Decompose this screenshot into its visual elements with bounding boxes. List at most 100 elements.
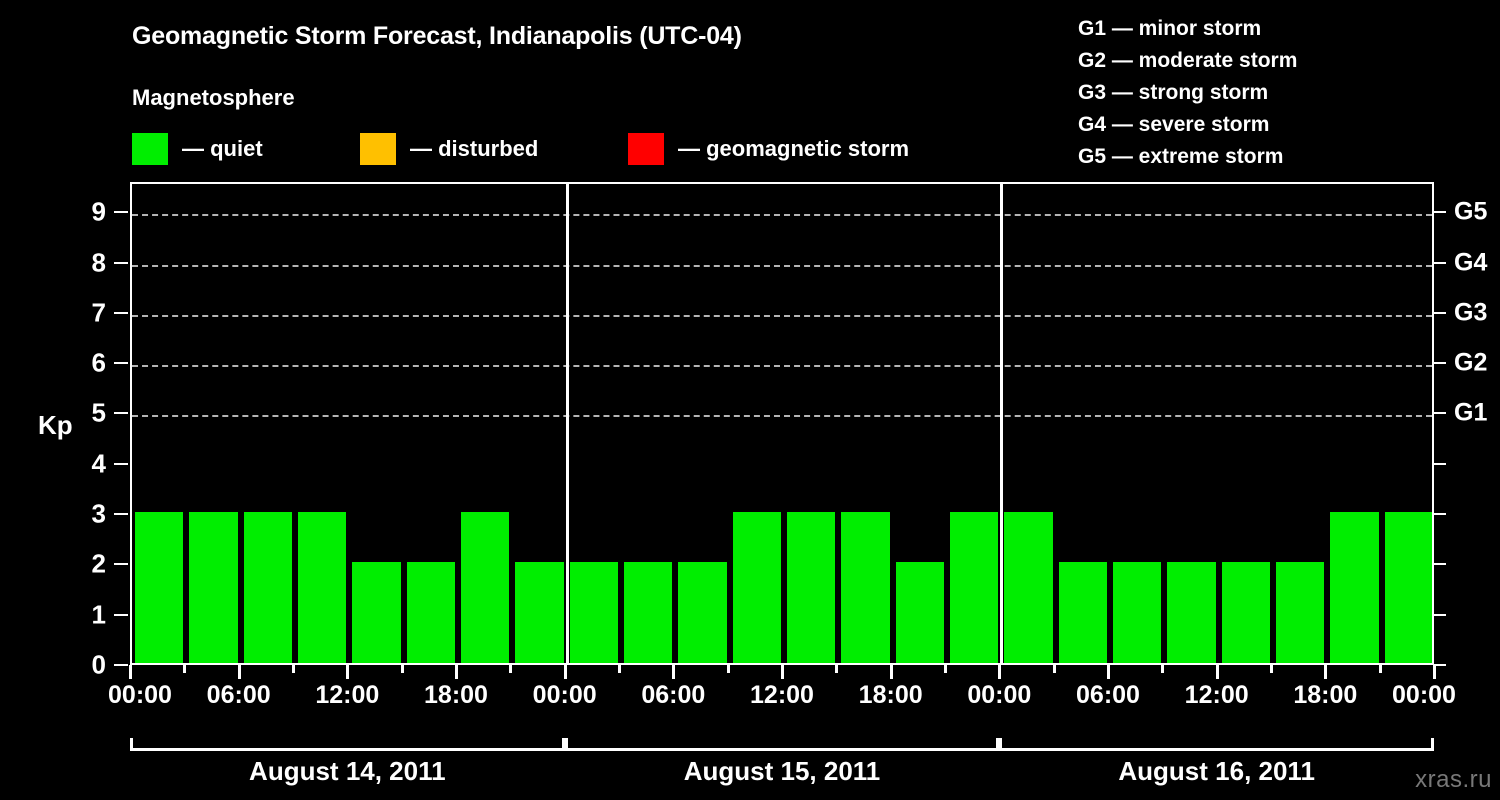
x-axis-tick-minor (1052, 665, 1056, 673)
legend-item: — geomagnetic storm (628, 133, 909, 165)
kp-bar (1330, 512, 1379, 663)
y-axis-tick-label: 3 (91, 498, 106, 529)
day-separator (1000, 184, 1004, 663)
kp-bar (243, 512, 292, 663)
kp-bar (1004, 512, 1053, 663)
x-axis-tick-major (998, 665, 1002, 679)
y-axis-tick (114, 211, 128, 214)
kp-bar (895, 562, 944, 663)
red-swatch (628, 133, 664, 165)
gridline (132, 415, 1432, 418)
x-axis-tick-minor (509, 665, 513, 673)
g-scale-legend-line: G5 — extreme storm (1078, 145, 1284, 168)
kp-bar (515, 562, 564, 663)
kp-bar (678, 562, 727, 663)
g-scale-tick-label: G1 (1454, 398, 1488, 427)
g-scale-legend-line: G3 — strong storm (1078, 81, 1269, 104)
y-axis-tick (114, 513, 128, 516)
legend-item: — disturbed (360, 133, 538, 165)
chart-subtitle: Magnetosphere (132, 85, 295, 110)
kp-bar (569, 562, 618, 663)
right-axis-tick (1434, 513, 1446, 516)
x-axis-tick-minor (1161, 665, 1165, 673)
x-axis-tick-label: 18:00 (1293, 681, 1358, 709)
x-axis-tick-minor (835, 665, 839, 673)
y-axis-tick (114, 462, 128, 465)
y-axis-tick-label: 0 (91, 649, 106, 680)
g-scale-tick-label: G4 (1454, 248, 1488, 276)
legend-item-label: — quiet (182, 136, 263, 161)
amber-swatch (360, 133, 396, 165)
g-scale-legend-line: G2 — moderate storm (1078, 49, 1298, 72)
kp-bar (732, 512, 781, 663)
x-axis-tick-label: 12:00 (750, 681, 814, 709)
kp-bar (1058, 562, 1107, 663)
gridline (132, 365, 1432, 368)
x-axis-tick-label: 00:00 (108, 681, 172, 709)
green-swatch (132, 133, 168, 165)
day-caption: August 16, 2011 (1118, 756, 1315, 786)
day-caption: August 14, 2011 (249, 756, 446, 786)
right-axis-tick (1434, 311, 1446, 314)
kp-bar (1113, 562, 1162, 663)
kp-bar (624, 562, 673, 663)
x-axis-tick-label: 06:00 (1076, 681, 1140, 709)
y-axis-tick (114, 362, 128, 365)
kp-bar (1276, 562, 1325, 663)
page-title: Geomagnetic Storm Forecast, Indianapolis… (132, 22, 742, 50)
kp-bar (189, 512, 238, 663)
x-axis-tick-minor (292, 665, 295, 673)
kp-bar (1221, 562, 1270, 663)
kp-bar (1167, 562, 1216, 663)
x-axis-tick-label: 12:00 (315, 681, 380, 709)
kp-bar (1384, 512, 1432, 663)
legend-item-label: — disturbed (410, 136, 539, 161)
x-axis-tick-major (1433, 665, 1436, 679)
y-axis-tick (114, 412, 128, 415)
g-scale-legend: G1 — minor storm G2 — moderate storm G3 — … (1078, 13, 1297, 173)
x-axis-tick-major (781, 665, 784, 679)
y-axis-tick-label: 5 (91, 397, 106, 428)
x-axis-tick-label: 18:00 (424, 681, 488, 709)
legend-item-label: — geomagnetic storm (678, 136, 910, 161)
legend-item: — quiet (132, 133, 263, 165)
y-axis-tick (114, 311, 128, 314)
gridline (132, 264, 1432, 267)
x-axis-tick-label: 06:00 (206, 681, 271, 709)
day-bracket (564, 738, 1000, 751)
right-axis-tick (1434, 563, 1446, 566)
x-axis-tick-minor (183, 665, 187, 673)
x-axis-tick-major (672, 665, 676, 679)
x-axis-tick-minor (1270, 665, 1273, 673)
x-axis-tick-label: 00:00 (1392, 681, 1456, 709)
x-axis-tick-label: 06:00 (641, 681, 706, 709)
day-bracket (130, 738, 565, 751)
day-brackets: August 14, 2011 August 15, 2011 August 16,… (130, 738, 1434, 796)
y-axis-tick-label: 4 (91, 448, 106, 479)
watermark: xras.ru (1415, 766, 1492, 793)
right-axis-tick (1434, 261, 1446, 264)
x-axis-tick-minor (726, 665, 730, 673)
kp-bar (950, 512, 999, 663)
right-axis-tick (1434, 613, 1446, 616)
y-axis-tick-label: 1 (91, 599, 106, 630)
y-axis-tick-label: 8 (91, 247, 106, 277)
g-scale-tick-label: G5 (1454, 197, 1488, 226)
kp-bar (298, 512, 347, 663)
right-axis-tick (1434, 362, 1446, 365)
x-axis-tick-major (346, 665, 350, 679)
x-axis-tick-major (563, 665, 567, 679)
g-scale-legend-line: G1 — minor storm (1078, 17, 1262, 40)
kp-bar (352, 562, 401, 663)
gridline (132, 214, 1432, 217)
y-axis-left: 0 1 2 3 4 5 6 7 8 9 (40, 182, 128, 680)
right-axis-tick (1434, 412, 1446, 415)
kp-bar (461, 512, 510, 663)
kp-bar (787, 512, 836, 663)
kp-bar (406, 562, 455, 663)
y-axis-right-gscale: G1 G2 G3 G4 G5 (1434, 182, 1500, 666)
y-axis-tick-label: 2 (91, 548, 106, 579)
kp-bar (135, 512, 184, 663)
plot-inner (132, 184, 1432, 663)
x-axis-tick-major (129, 665, 132, 679)
